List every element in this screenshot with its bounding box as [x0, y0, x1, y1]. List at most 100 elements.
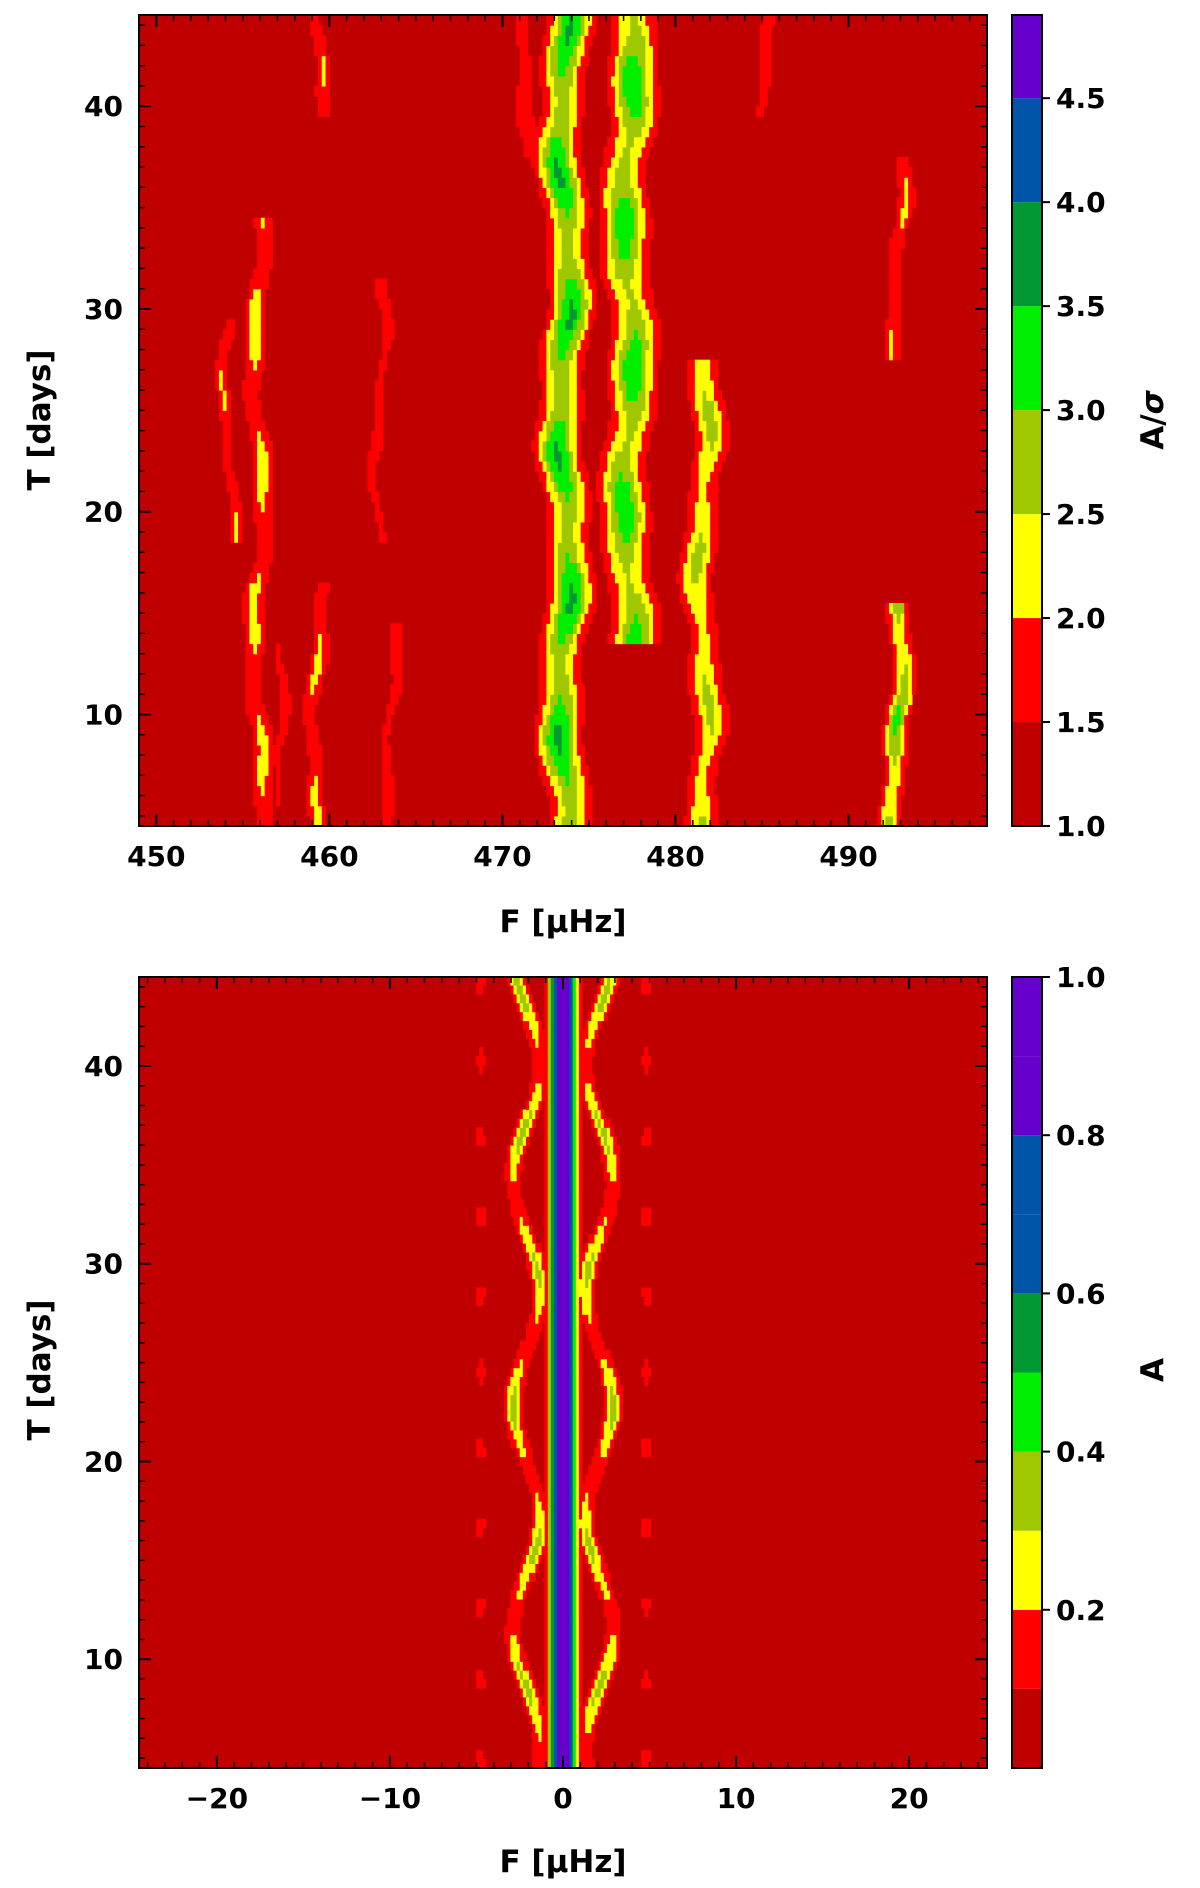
heatmap-cell	[569, 440, 574, 452]
heatmap-cell	[507, 1652, 511, 1662]
heatmap-cell	[249, 420, 254, 432]
heatmap-cell	[622, 410, 627, 422]
heatmap-cell	[645, 55, 650, 67]
heatmap-cell	[691, 694, 696, 705]
heatmap-cell	[554, 1750, 558, 1760]
heatmap-cell	[656, 329, 662, 340]
heatmap-cell	[538, 167, 544, 178]
heatmap-cell	[525, 1242, 530, 1253]
heatmap-cell	[592, 25, 597, 36]
heatmap-cell	[578, 1127, 583, 1137]
heatmap-cell	[641, 400, 646, 411]
heatmap-cell	[904, 744, 909, 756]
heatmap-cell	[576, 461, 582, 472]
heatmap-cell	[547, 1180, 552, 1191]
heatmap-cell	[314, 765, 319, 776]
heatmap-cell	[557, 714, 563, 726]
heatmap-cell	[576, 450, 582, 462]
heatmap-cell	[637, 430, 643, 442]
heatmap-cell	[550, 1652, 555, 1662]
heatmap-cell	[599, 258, 605, 270]
heatmap-cell	[554, 258, 559, 270]
heatmap-cell	[603, 1171, 608, 1182]
heatmap-cell	[253, 653, 258, 665]
heatmap-cell	[550, 55, 555, 67]
heatmap-cell	[507, 1145, 511, 1155]
heatmap-cell	[538, 1723, 543, 1734]
heatmap-cell	[626, 592, 631, 604]
heatmap-cell	[611, 450, 616, 462]
heatmap-cell	[504, 1394, 508, 1404]
colorbar-segment	[1012, 306, 1042, 411]
heatmap-cell	[569, 146, 574, 158]
heatmap-cell	[603, 481, 608, 493]
heatmap-cell	[253, 663, 258, 675]
heatmap-cell	[535, 1483, 540, 1493]
heatmap-cell	[637, 359, 643, 371]
heatmap-cell	[706, 673, 711, 685]
heatmap-cell	[554, 1153, 558, 1164]
heatmap-cell	[575, 1198, 580, 1208]
heatmap-cell	[476, 1607, 480, 1618]
heatmap-cell	[572, 1180, 577, 1191]
heatmap-cell	[889, 319, 894, 330]
heatmap-cell	[645, 339, 650, 351]
colorbar-frame	[1011, 14, 1043, 827]
heatmap-cell	[550, 116, 555, 128]
heatmap-cell	[603, 1216, 608, 1226]
heatmap-cell	[566, 1492, 571, 1502]
heatmap-cell	[249, 400, 254, 411]
heatmap-cell	[546, 278, 551, 290]
heatmap-cell	[222, 410, 228, 422]
heatmap-cell	[367, 450, 372, 462]
heatmap-cell	[607, 268, 612, 280]
heatmap-cell	[516, 1171, 521, 1182]
heatmap-cell	[622, 207, 627, 219]
heatmap-cell	[565, 369, 570, 381]
heatmap-cell	[535, 1278, 540, 1289]
heatmap-cell	[557, 126, 563, 138]
heatmap-cell	[575, 1536, 580, 1547]
heatmap-cell	[516, 1679, 521, 1689]
heatmap-cell	[578, 1136, 583, 1146]
heatmap-cell	[572, 1189, 577, 1200]
heatmap-cell	[557, 1180, 561, 1191]
heatmap-cell	[544, 1429, 549, 1440]
heatmap-cell	[613, 1153, 617, 1164]
heatmap-cell	[585, 1287, 589, 1297]
heatmap-cell	[560, 1225, 564, 1235]
heatmap-cell	[710, 694, 715, 705]
heatmap-cell	[287, 704, 292, 716]
heatmap-cell	[698, 440, 704, 452]
heatmap-cell	[717, 704, 723, 716]
heatmap-cell	[542, 673, 547, 685]
heatmap-cell	[554, 1171, 558, 1182]
heatmap-cell	[575, 1509, 580, 1520]
heatmap-cell	[702, 643, 707, 655]
heatmap-cell	[547, 1305, 552, 1315]
heatmap-cell	[572, 1153, 577, 1164]
heatmap-cell	[547, 1145, 552, 1155]
heatmap-cell	[566, 1732, 571, 1742]
heatmap-cell	[264, 785, 270, 797]
heatmap-cell	[580, 35, 586, 47]
heatmap-cell	[614, 400, 620, 411]
heatmap-cell	[694, 805, 700, 817]
heatmap-cell	[565, 805, 570, 817]
heatmap-cell	[710, 521, 715, 533]
heatmap-cell	[516, 1403, 521, 1413]
heatmap-cell	[585, 1100, 589, 1111]
heatmap-cell	[260, 329, 266, 340]
heatmap-cell	[616, 1634, 621, 1645]
heatmap-cell	[535, 1705, 540, 1716]
heatmap-cell	[546, 146, 551, 158]
heatmap-cell	[523, 106, 528, 117]
heatmap-cell	[576, 724, 582, 736]
heatmap-cell	[575, 1652, 580, 1662]
heatmap-cell	[606, 1180, 611, 1191]
heatmap-cell	[565, 278, 570, 290]
heatmap-cell	[710, 704, 715, 716]
heatmap-cell	[573, 329, 578, 340]
heatmap-cell	[767, 55, 772, 67]
heatmap-cell	[569, 45, 574, 57]
